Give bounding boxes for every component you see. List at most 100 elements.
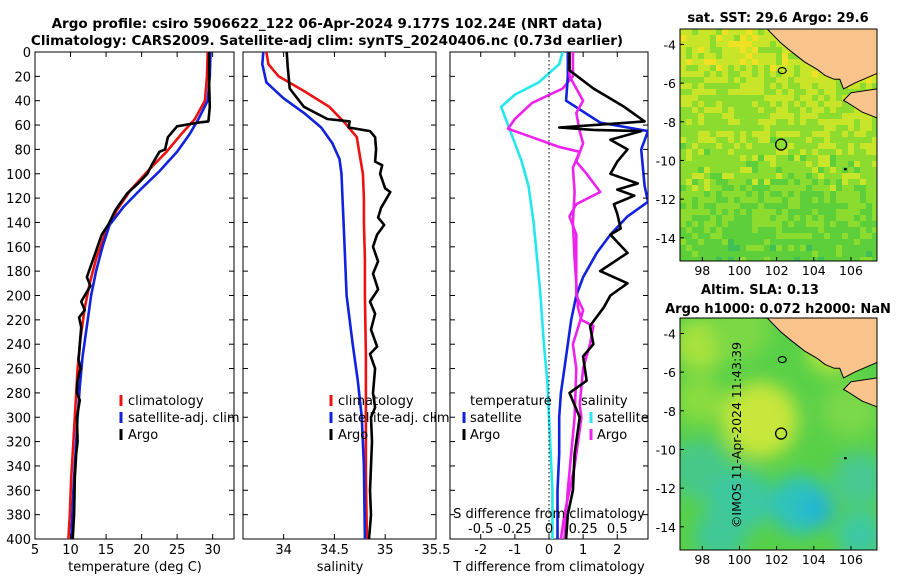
- sst-cell: [794, 59, 800, 65]
- sst-cell: [680, 101, 686, 107]
- sst-cell: [782, 203, 788, 209]
- sst-cell: [794, 95, 800, 101]
- sst-cell: [860, 149, 866, 155]
- sst-cell: [746, 245, 752, 251]
- sst-cell: [740, 245, 746, 251]
- sst-cell: [746, 107, 752, 113]
- sst-cell: [704, 101, 710, 107]
- sst-cell: [800, 95, 806, 101]
- sst-cell: [710, 95, 716, 101]
- sst-cell: [740, 251, 746, 257]
- sst-cell: [800, 251, 806, 257]
- sst-cell: [698, 149, 704, 155]
- sst-cell: [782, 221, 788, 227]
- sst-cell: [692, 77, 698, 83]
- sst-cell: [764, 179, 770, 185]
- sst-cell: [740, 89, 746, 95]
- sst-cell: [800, 179, 806, 185]
- salinity-plot-area: [260, 52, 392, 539]
- sst-cell: [854, 143, 860, 149]
- sst-cell: [704, 131, 710, 137]
- sst-cell: [806, 185, 812, 191]
- x-tick-label: 20: [133, 543, 150, 558]
- sst-cell: [686, 179, 692, 185]
- sst-cell: [794, 155, 800, 161]
- sst-cell: [758, 203, 764, 209]
- sst-cell: [740, 215, 746, 221]
- sst-cell: [734, 119, 740, 125]
- sst-cell: [686, 65, 692, 71]
- sst-cell: [728, 41, 734, 47]
- sst-cell: [698, 227, 704, 233]
- sst-cell: [746, 119, 752, 125]
- sst-cell: [836, 179, 842, 185]
- sst-cell: [692, 65, 698, 71]
- sst-cell: [824, 209, 830, 215]
- sst-cell: [722, 233, 728, 239]
- sst-cell: [782, 89, 788, 95]
- sst-cell: [716, 113, 722, 119]
- sst-cell: [752, 197, 758, 203]
- sst-cell: [788, 107, 794, 113]
- sst-cell: [842, 227, 848, 233]
- sst-cell: [764, 59, 770, 65]
- sst-cell: [854, 245, 860, 251]
- y-tick-label: 200: [6, 290, 31, 305]
- sst-cell: [728, 119, 734, 125]
- sst-cell: [710, 65, 716, 71]
- sla-blob: [832, 452, 877, 508]
- sst-cell: [848, 137, 854, 143]
- sst-cell: [854, 167, 860, 173]
- sst-cell: [710, 197, 716, 203]
- sst-cell: [704, 89, 710, 95]
- sst-cell: [860, 191, 866, 197]
- sst-cell: [740, 257, 746, 261]
- sst-cell: [698, 251, 704, 257]
- sst-cell: [776, 143, 782, 149]
- sst-cell: [842, 143, 848, 149]
- sst-cell: [710, 215, 716, 221]
- legend-label-satellite: satellite-adj. clim: [338, 411, 450, 426]
- sst-cell: [680, 71, 686, 77]
- sst-cell: [818, 167, 824, 173]
- sst-cell: [746, 233, 752, 239]
- sst-cell: [716, 245, 722, 251]
- sst-cell: [842, 173, 848, 179]
- sst-cell: [848, 149, 854, 155]
- sst-cell: [746, 83, 752, 89]
- sst-cell: [704, 155, 710, 161]
- sst-cell: [764, 125, 770, 131]
- sst-cell: [698, 113, 704, 119]
- sst-cell: [734, 197, 740, 203]
- sst-cell: [698, 35, 704, 41]
- map-x-tick-label: 102: [765, 552, 789, 567]
- sst-cell: [704, 185, 710, 191]
- sst-cell: [746, 47, 752, 53]
- sst-cell: [818, 131, 824, 137]
- sst-cell: [680, 173, 686, 179]
- sst-cell: [710, 203, 716, 209]
- sst-cell: [854, 137, 860, 143]
- sst-cell: [764, 143, 770, 149]
- sst-cell: [752, 65, 758, 71]
- sst-cell: [680, 221, 686, 227]
- sst-cell: [746, 155, 752, 161]
- sst-cell: [872, 155, 877, 161]
- sst-cell: [806, 89, 812, 95]
- sst-cell: [770, 35, 776, 41]
- sst-cell: [692, 179, 698, 185]
- sst-cell: [842, 203, 848, 209]
- temperature-xlabel: temperature (deg C): [68, 560, 202, 575]
- sst-cell: [776, 191, 782, 197]
- sst-cell: [716, 233, 722, 239]
- sst-cell: [770, 167, 776, 173]
- sst-cell: [734, 29, 740, 35]
- sst-cell: [866, 227, 872, 233]
- sla-map-subtitle: Argo h1000: 0.072 h2000: NaN: [665, 302, 891, 317]
- sst-cell: [686, 161, 692, 167]
- sst-cell: [686, 47, 692, 53]
- sst-cell: [836, 137, 842, 143]
- sst-cell: [734, 65, 740, 71]
- sst-cell: [734, 239, 740, 245]
- sst-cell: [728, 143, 734, 149]
